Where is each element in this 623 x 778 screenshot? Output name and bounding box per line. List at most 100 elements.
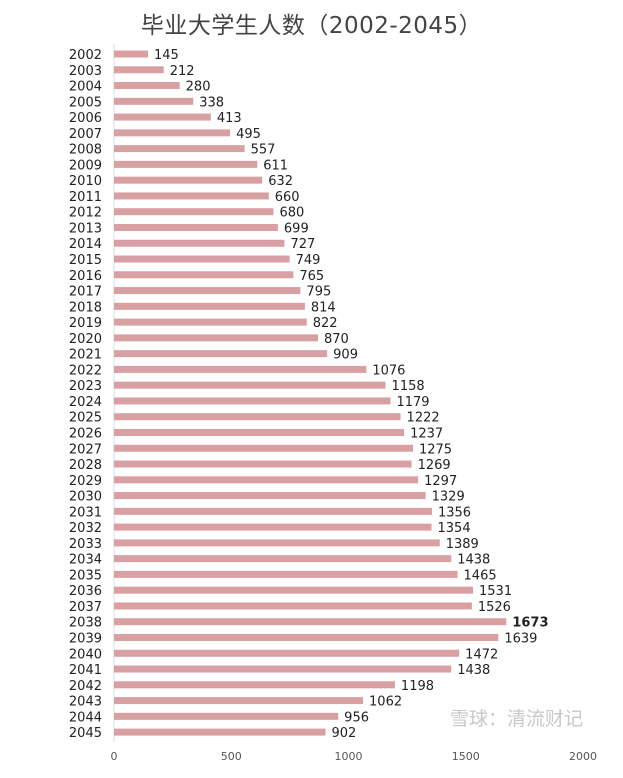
bar xyxy=(114,97,194,105)
bar xyxy=(114,649,460,657)
y-tick-label: 2027 xyxy=(69,442,102,457)
bar xyxy=(114,365,367,373)
y-tick-label: 2010 xyxy=(69,174,102,189)
y-tick-label: 2018 xyxy=(69,300,102,315)
y-tick-label: 2031 xyxy=(69,505,102,520)
data-label: 956 xyxy=(344,710,369,725)
y-tick-label: 2038 xyxy=(69,616,102,631)
data-label: 1639 xyxy=(504,631,537,646)
y-tick-label: 2029 xyxy=(69,474,102,489)
data-label: 1269 xyxy=(418,458,451,473)
data-label: 495 xyxy=(236,127,261,142)
x-tick-label: 2000 xyxy=(569,750,597,763)
data-label: 338 xyxy=(199,95,224,110)
bar xyxy=(114,287,301,295)
y-tick-label: 2008 xyxy=(69,143,102,158)
bar xyxy=(114,160,258,168)
data-label: 680 xyxy=(279,206,304,221)
bar xyxy=(114,555,452,563)
y-tick-label: 2037 xyxy=(69,600,102,615)
data-label: 822 xyxy=(313,316,338,331)
data-label: 1275 xyxy=(419,442,452,457)
bar xyxy=(114,302,305,310)
data-label: 1465 xyxy=(464,568,497,583)
bar xyxy=(114,113,211,121)
bar xyxy=(114,507,432,515)
y-tick-label: 2017 xyxy=(69,285,102,300)
bar xyxy=(114,145,245,153)
y-tick-label: 2004 xyxy=(69,80,102,95)
data-label: 145 xyxy=(154,48,179,63)
data-label: 1158 xyxy=(392,379,425,394)
y-tick-label: 2023 xyxy=(69,379,102,394)
data-label: 1356 xyxy=(438,505,471,520)
data-label: 1472 xyxy=(465,647,498,662)
data-label: 699 xyxy=(284,221,309,236)
bar xyxy=(114,82,180,90)
x-tick-label: 0 xyxy=(111,750,118,763)
y-tick-label: 2042 xyxy=(69,679,102,694)
data-label: 1179 xyxy=(396,395,429,410)
y-tick-label: 2013 xyxy=(69,221,102,236)
data-label: 1673 xyxy=(512,616,548,631)
bar xyxy=(114,697,364,705)
bar xyxy=(114,681,395,689)
data-label: 1389 xyxy=(446,537,479,552)
y-tick-label: 2034 xyxy=(69,553,102,568)
bar xyxy=(114,176,263,184)
data-label: 1297 xyxy=(424,474,457,489)
y-tick-label: 2028 xyxy=(69,458,102,473)
x-tick-label: 1500 xyxy=(452,750,480,763)
bar xyxy=(114,223,278,231)
bar xyxy=(114,381,386,389)
y-tick-label: 2022 xyxy=(69,363,102,378)
bar xyxy=(114,239,285,247)
bar xyxy=(114,397,391,405)
data-label: 557 xyxy=(251,143,276,158)
y-tick-label: 2024 xyxy=(69,395,102,410)
watermark: 雪球：清流财记 xyxy=(450,708,584,730)
y-tick-label: 2030 xyxy=(69,490,102,505)
y-tick-label: 2009 xyxy=(69,158,102,173)
data-label: 413 xyxy=(217,111,242,126)
y-tick-label: 2044 xyxy=(69,710,102,725)
x-tick-label: 1000 xyxy=(335,750,363,763)
y-tick-label: 2006 xyxy=(69,111,102,126)
bar xyxy=(114,633,499,641)
data-label: 212 xyxy=(170,64,195,79)
bar xyxy=(114,129,231,137)
bar xyxy=(114,318,307,326)
data-label: 1526 xyxy=(478,600,511,615)
bar xyxy=(114,586,474,594)
bar xyxy=(114,570,458,578)
data-label: 1438 xyxy=(457,553,490,568)
y-tick-label: 2005 xyxy=(69,95,102,110)
y-tick-label: 2012 xyxy=(69,206,102,221)
y-tick-label: 2011 xyxy=(69,190,102,205)
y-tick-label: 2041 xyxy=(69,663,102,678)
bar xyxy=(114,413,401,421)
bar xyxy=(114,50,149,58)
data-label: 814 xyxy=(311,300,336,315)
bar xyxy=(114,271,294,279)
data-label: 749 xyxy=(296,253,321,268)
bar xyxy=(114,350,328,358)
data-label: 611 xyxy=(263,158,288,173)
bar xyxy=(114,665,452,673)
bar xyxy=(114,428,405,436)
bar xyxy=(114,539,440,547)
data-label: 727 xyxy=(290,237,315,252)
data-label: 660 xyxy=(275,190,300,205)
y-tick-label: 2035 xyxy=(69,568,102,583)
data-label: 1076 xyxy=(372,363,405,378)
data-label: 1237 xyxy=(410,426,443,441)
y-tick-label: 2019 xyxy=(69,316,102,331)
y-tick-label: 2045 xyxy=(69,726,102,741)
data-label: 280 xyxy=(186,80,211,95)
y-tick-label: 2026 xyxy=(69,426,102,441)
bar xyxy=(114,444,413,452)
data-label: 1438 xyxy=(457,663,490,678)
y-tick-label: 2039 xyxy=(69,631,102,646)
x-tick-label: 500 xyxy=(221,750,242,763)
